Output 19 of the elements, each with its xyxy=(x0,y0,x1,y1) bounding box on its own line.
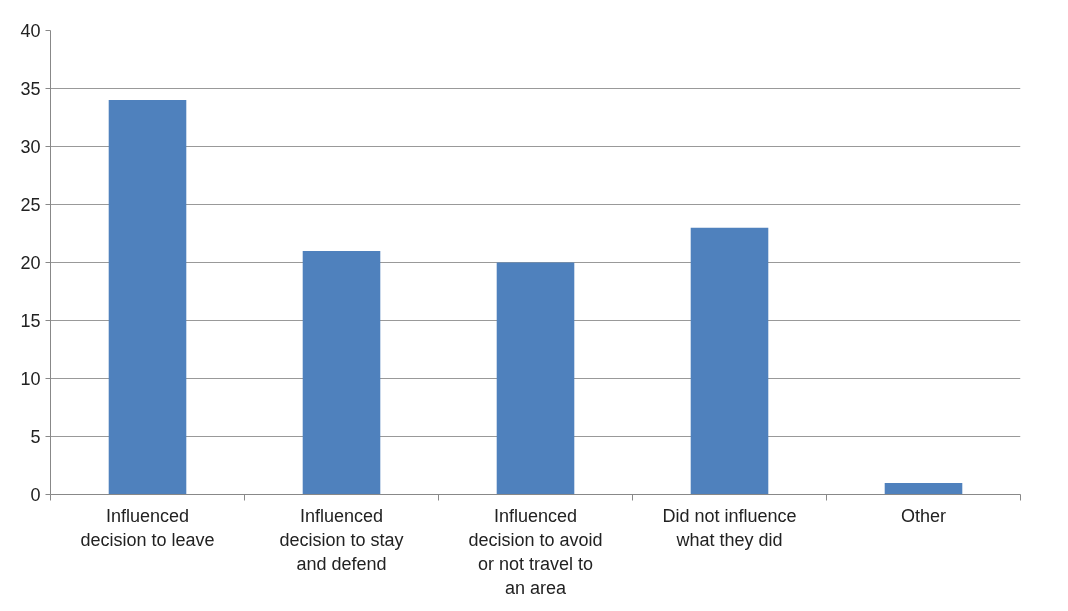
x-tick-label: Influenced decision to avoid or not travel to an area xyxy=(468,505,603,598)
bar xyxy=(108,100,187,495)
bar xyxy=(690,227,769,495)
y-tick-label: 10 xyxy=(20,369,41,389)
x-tick-label: Influenced decision to leave xyxy=(80,505,215,550)
y-tick-label: 30 xyxy=(20,137,41,157)
y-tick-label: 0 xyxy=(30,485,41,505)
bar xyxy=(496,262,575,495)
bar xyxy=(302,250,381,495)
y-tick-label: 5 xyxy=(30,427,41,447)
y-tick-label: 20 xyxy=(20,253,41,273)
x-tick-label: Influenced decision to stay and defend xyxy=(279,505,404,574)
x-tick-label: Other xyxy=(900,505,947,526)
bar xyxy=(884,482,963,495)
x-tick-label: Did not influence what they did xyxy=(662,505,797,550)
y-tick-label: 35 xyxy=(20,79,41,99)
y-tick-label: 40 xyxy=(20,21,41,41)
y-tick-label: 25 xyxy=(20,195,41,215)
y-tick-label: 15 xyxy=(20,311,41,331)
